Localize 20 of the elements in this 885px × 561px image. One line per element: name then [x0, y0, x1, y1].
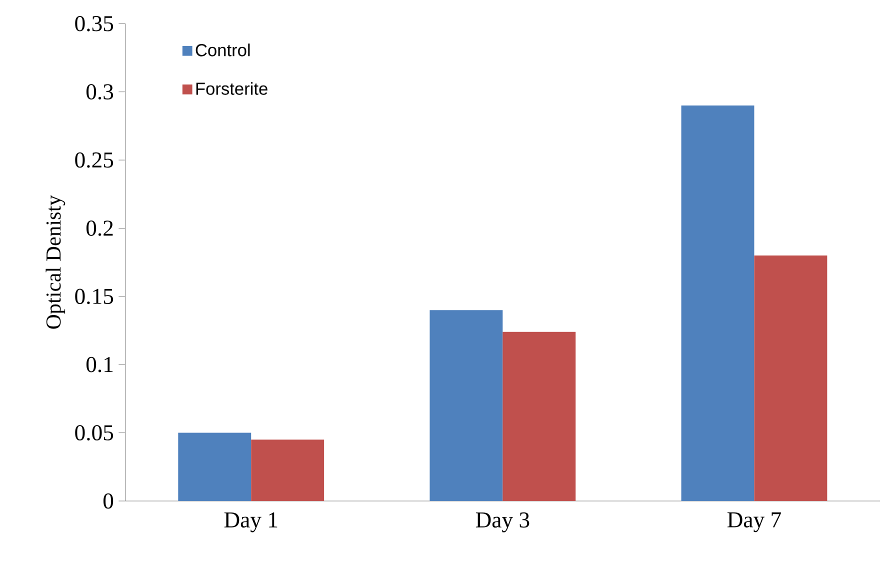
y-tick-label: 0.2 [86, 220, 113, 236]
bar [681, 106, 754, 501]
legend-label: Control [196, 44, 250, 56]
y-tick-label: 0.1 [86, 356, 113, 372]
y-tick-label: 0 [103, 493, 114, 509]
bar [430, 310, 503, 501]
y-tick-label: 0.05 [75, 425, 114, 440]
bar [178, 432, 252, 501]
legend-label: Forsterite [196, 82, 268, 95]
x-tick-label: Day 1 [224, 512, 278, 532]
x-tick-label: Day 7 [727, 512, 781, 532]
bar [502, 332, 576, 501]
bar [754, 256, 828, 501]
bar [251, 440, 324, 501]
y-tick-label: 0.15 [75, 288, 114, 304]
y-tick-label: 0.3 [86, 84, 114, 100]
y-axis-title: Optical Denisty [46, 195, 66, 329]
y-tick-label: 0.25 [75, 152, 114, 168]
x-tick-label: Day 3 [476, 512, 530, 532]
y-tick-label: 0.35 [75, 16, 114, 32]
